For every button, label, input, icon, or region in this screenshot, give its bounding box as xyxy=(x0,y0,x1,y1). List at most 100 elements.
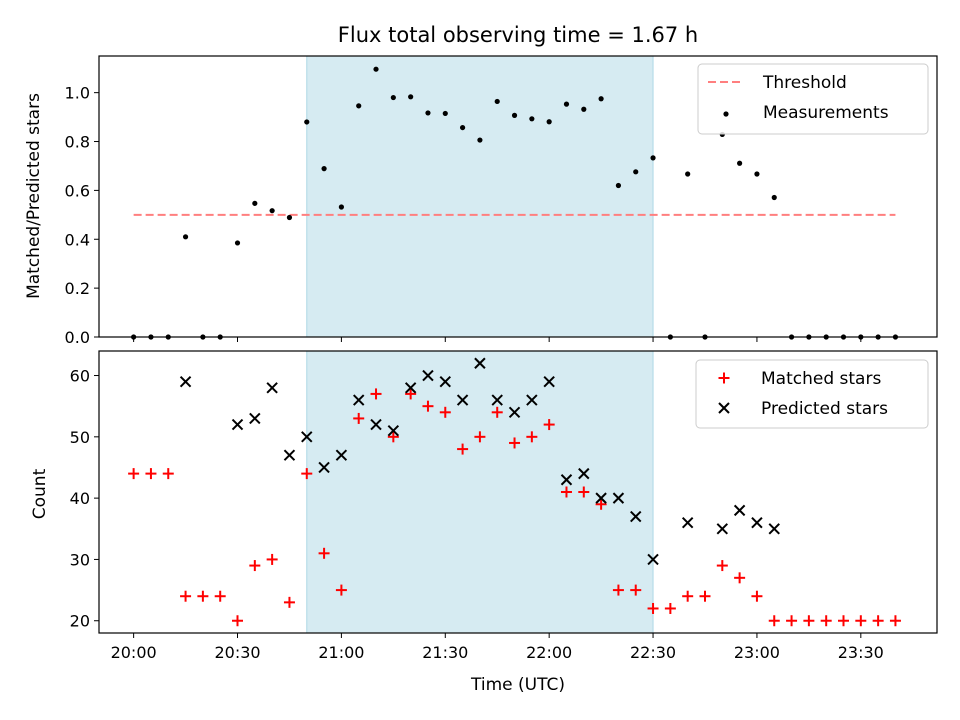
matched-star-point xyxy=(439,406,451,418)
predicted-star-point xyxy=(231,418,244,431)
legend-marker-matched xyxy=(718,372,730,384)
predicted-star-point xyxy=(353,394,365,406)
measurement-point xyxy=(737,160,743,166)
predicted-star-point xyxy=(543,375,555,388)
matched-star-point xyxy=(751,590,763,602)
predicted-star-point xyxy=(474,357,486,369)
matched-star-point xyxy=(422,400,434,412)
predicted-star-point xyxy=(249,412,261,425)
top-ytick-label: 0.8 xyxy=(65,133,90,152)
x-axis-label: Time (UTC) xyxy=(470,675,565,695)
matched-star-point xyxy=(214,590,226,602)
matched-star-point xyxy=(335,584,347,596)
matched-star-point xyxy=(283,596,295,608)
measurement-point xyxy=(511,112,518,118)
top-ytick-label: 0.6 xyxy=(65,181,90,200)
matched-star-point xyxy=(578,486,590,498)
predicted-star-point xyxy=(768,523,780,535)
bottom-y-axis-label: Count xyxy=(30,468,50,519)
measurement-point xyxy=(615,182,622,189)
predicted-star-point xyxy=(301,431,313,443)
measurement-point xyxy=(338,204,344,210)
top-ytick-label: 0.2 xyxy=(65,279,90,298)
measurement-point xyxy=(685,171,691,177)
measurement-point xyxy=(390,94,396,101)
predicted-star-point xyxy=(283,449,296,461)
matched-star-point xyxy=(387,431,399,443)
legend-marker-predicted xyxy=(718,402,730,414)
legend-label: Threshold xyxy=(762,73,847,93)
predicted-star-point xyxy=(179,375,192,388)
matched-star-point xyxy=(249,560,261,572)
matched-star-point xyxy=(526,431,538,443)
predicted-star-point xyxy=(318,461,330,474)
predicted-star-point xyxy=(335,449,348,461)
legend-frame xyxy=(697,63,929,135)
xtick-label: 21:00 xyxy=(318,643,364,662)
matched-star-point xyxy=(370,388,382,400)
bottom-ytick-label: 60 xyxy=(70,367,90,386)
matched-star-point xyxy=(266,553,278,565)
measurement-point xyxy=(182,234,189,240)
matched-star-point xyxy=(457,443,469,455)
matched-star-point xyxy=(145,468,157,480)
matched-star-point xyxy=(716,560,728,572)
matched-star-point xyxy=(353,412,365,424)
xtick-label: 23:00 xyxy=(734,643,780,662)
legend-label: Measurements xyxy=(763,103,889,123)
top-ytick-label: 1.0 xyxy=(65,84,90,103)
measurement-point xyxy=(269,208,275,214)
measurement-point xyxy=(356,103,362,109)
predicted-star-point xyxy=(681,516,694,529)
measurement-point xyxy=(459,124,466,131)
predicted-star-point xyxy=(266,382,278,394)
xtick-label: 23:30 xyxy=(838,643,884,662)
matched-star-point xyxy=(543,419,555,431)
predicted-star-point xyxy=(751,516,763,529)
matched-star-point xyxy=(491,406,503,418)
legend-label: Matched stars xyxy=(761,369,881,389)
top-axes-frame xyxy=(98,55,938,338)
measurement-point xyxy=(408,94,414,100)
matched-star-point xyxy=(855,615,867,627)
matched-star-point xyxy=(509,437,521,449)
predicted-star-point xyxy=(716,523,729,535)
top-legend: Threshold Measurements xyxy=(697,63,929,135)
measurement-point xyxy=(529,116,535,122)
chart-title: Flux total observing time = 1.67 h xyxy=(338,23,698,47)
measurement-point xyxy=(304,119,310,125)
bottom-axes-frame xyxy=(98,350,938,634)
measurement-point xyxy=(321,166,327,172)
measurement-point xyxy=(754,171,760,177)
xtick-label: 22:00 xyxy=(526,643,572,662)
predicted-star-point xyxy=(578,467,590,480)
top-ytick-label: 0.4 xyxy=(65,230,90,249)
predicted-star-point xyxy=(733,504,746,517)
measurement-point xyxy=(373,66,379,72)
legend-frame xyxy=(695,359,929,429)
xtick-label: 20:30 xyxy=(214,643,260,662)
matched-star-point xyxy=(872,615,884,627)
predicted-star-point xyxy=(491,394,503,406)
measurement-point xyxy=(252,200,258,206)
predicted-star-point xyxy=(456,394,469,406)
matched-star-point xyxy=(180,590,192,602)
measurement-point xyxy=(286,214,293,221)
bottom-ytick-label: 50 xyxy=(70,428,90,447)
measurement-point xyxy=(771,194,777,201)
bottom-ytick-label: 40 xyxy=(70,489,90,508)
measurement-point xyxy=(234,240,241,246)
predicted-star-point xyxy=(422,369,434,382)
measurement-point xyxy=(598,96,604,102)
xtick-label: 22:30 xyxy=(630,643,676,662)
predicted-star-point xyxy=(560,474,573,486)
matched-star-point xyxy=(682,590,694,602)
matched-star-point xyxy=(699,590,711,602)
predicted-star-point xyxy=(370,418,382,431)
measurement-point xyxy=(650,155,656,161)
measurement-point xyxy=(633,169,639,175)
predicted-star-point xyxy=(387,424,400,437)
matched-star-point xyxy=(803,615,815,627)
matched-star-point xyxy=(664,602,676,614)
